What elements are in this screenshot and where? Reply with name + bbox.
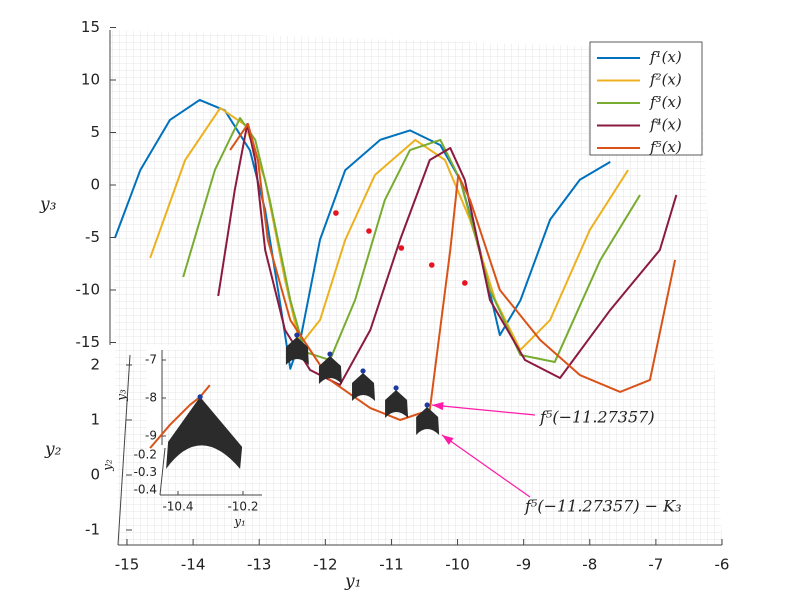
inset-y3-label: y₃ xyxy=(115,389,129,402)
series-line xyxy=(114,98,611,370)
series-line xyxy=(182,117,641,364)
y-tick-label: 0 xyxy=(90,176,100,194)
inset-z-tick-label: -0.3 xyxy=(134,465,157,479)
annotation: f⁵(−11.27357) xyxy=(539,408,655,427)
series-line xyxy=(229,122,677,421)
x-tick-label: -9 xyxy=(516,556,531,574)
series-line xyxy=(149,107,629,351)
red-point xyxy=(333,210,339,216)
legend: f¹(x) f²(x) f³(x) f⁴(x) f⁵(x) xyxy=(589,41,703,156)
y-tick-label: 10 xyxy=(81,71,100,89)
y-tick-label: 5 xyxy=(90,123,100,141)
x-tick-label: -10 xyxy=(445,556,470,574)
blue-point xyxy=(424,402,430,408)
x-tick-label: -8 xyxy=(582,556,597,574)
x-tick-label: -13 xyxy=(247,556,272,574)
x-tick-label: -14 xyxy=(181,556,206,574)
y2-axis xyxy=(117,354,131,546)
cone xyxy=(416,406,440,435)
inset-y-tick-label: -9 xyxy=(145,429,157,443)
red-point xyxy=(398,245,405,251)
y-tick-label: -5 xyxy=(85,228,100,246)
cone xyxy=(352,372,376,401)
x-tick-label: -15 xyxy=(115,556,140,574)
red-point xyxy=(462,280,468,286)
inset-x-tick-label: -10.4 xyxy=(162,500,193,514)
red-point xyxy=(428,262,435,268)
x-tick-label: -6 xyxy=(715,556,730,574)
inset-y-tick-label: -7 xyxy=(145,353,157,367)
y-tick-label: -10 xyxy=(76,281,101,299)
inset-axis xyxy=(159,447,166,496)
blue-point xyxy=(327,351,333,357)
inset-y1-label: y₁ xyxy=(233,515,246,529)
inset-z-tick-label: -0.2 xyxy=(134,448,157,462)
y1-label: y₁ xyxy=(344,572,361,592)
arrow-line xyxy=(431,404,536,416)
y-tick-label: 15 xyxy=(81,18,100,36)
inset-point xyxy=(197,394,203,400)
inset-y2-label: y₂ xyxy=(101,459,115,472)
annotation: f⁵(−11.27357) − K₃ xyxy=(524,497,682,516)
grid-plane xyxy=(110,30,722,545)
z-tick-label: 2 xyxy=(90,356,100,374)
x-tick-label: -11 xyxy=(379,556,404,574)
blue-point xyxy=(294,332,300,338)
cone xyxy=(285,337,309,366)
legend-box xyxy=(589,41,703,156)
blue-point xyxy=(360,368,366,374)
arrow-head xyxy=(442,435,454,445)
arrow-head xyxy=(432,401,444,411)
inset-cone xyxy=(166,396,243,469)
legend-label: f⁴(x) xyxy=(649,116,682,134)
legend-label: f³(x) xyxy=(649,93,682,111)
x-tick-label: -7 xyxy=(648,556,663,574)
z-tick-label: 0 xyxy=(90,466,100,484)
blue-point xyxy=(393,385,399,391)
z-tick-label: -1 xyxy=(85,521,100,539)
arrow-line xyxy=(441,434,531,498)
y2-label: y₂ xyxy=(44,440,62,460)
y3-label: y₃ xyxy=(39,195,57,215)
legend-label: f²(x) xyxy=(649,71,682,89)
red-point xyxy=(366,228,372,234)
inset-curve xyxy=(149,384,211,449)
series-line xyxy=(217,122,678,387)
legend-label: f⁵(x) xyxy=(649,138,682,156)
x-tick-label: -12 xyxy=(313,556,338,574)
legend-label: f¹(x) xyxy=(649,48,682,66)
cone xyxy=(385,389,409,418)
cone xyxy=(318,356,342,385)
inset-z-tick-label: -0.4 xyxy=(134,483,157,497)
z-tick-label: 1 xyxy=(90,411,100,429)
inset-y-tick-label: -8 xyxy=(145,391,157,405)
inset-x-tick-label: -10.2 xyxy=(227,500,258,514)
y-tick-label: -15 xyxy=(76,333,101,351)
